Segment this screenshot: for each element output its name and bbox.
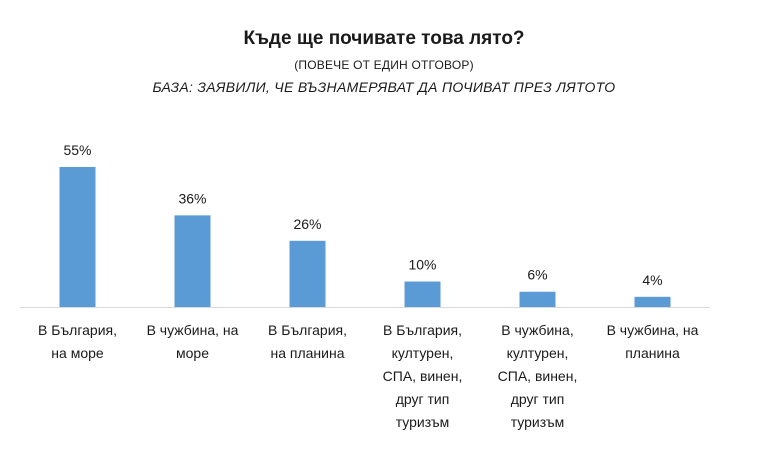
- data-label-6: 4%: [642, 272, 662, 288]
- base-note: БАЗА: ЗАЯВИЛИ, ЧЕ ВЪЗНАМЕРЯВАТ ДА ПОЧИВА…: [152, 79, 616, 95]
- bar-4: [404, 281, 441, 307]
- category-label-4: В България, културен, СПА, винен, друг т…: [382, 322, 463, 430]
- category-label-1: В България, на море: [38, 322, 117, 361]
- data-label-4: 10%: [408, 257, 436, 273]
- data-label-1: 55%: [63, 142, 91, 158]
- category-label-2: В чужбина, на море: [146, 322, 239, 361]
- data-label-5: 6%: [527, 267, 547, 283]
- category-label-6: В чужбина, на планина: [606, 322, 699, 361]
- bar-3: [289, 240, 326, 307]
- data-label-2: 36%: [178, 190, 206, 206]
- chart-subtitle: (ПОВЕЧЕ ОТ ЕДИН ОТГОВОР): [294, 58, 474, 72]
- chart-title: Къде ще почивате това лято?: [243, 28, 525, 49]
- bar-6: [634, 296, 671, 307]
- bar-5: [519, 291, 556, 307]
- data-label-3: 26%: [293, 216, 321, 232]
- bar-2: [174, 215, 211, 307]
- category-label-5: В чужбина, културен, СПА, винен, друг ти…: [497, 322, 578, 430]
- category-label-3: В България, на планина: [268, 322, 347, 361]
- bar-1: [59, 167, 96, 307]
